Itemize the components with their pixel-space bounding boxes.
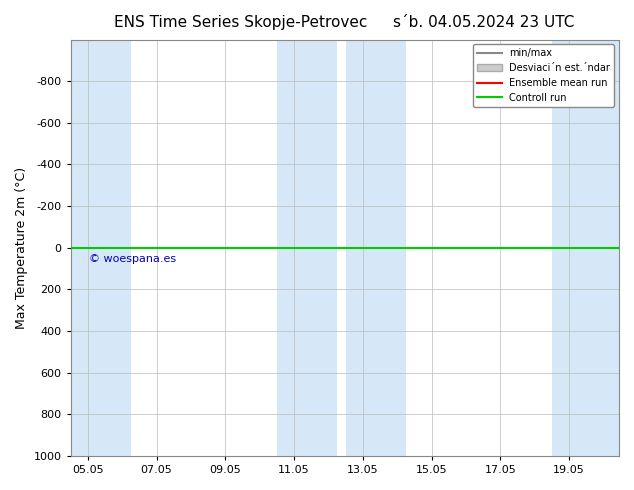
Bar: [346, 40, 406, 456]
Legend: min/max, Desviaci´n est.´ndar, Ensemble mean run, Controll run: min/max, Desviaci´n est.´ndar, Ensemble …: [474, 45, 614, 107]
Y-axis label: Max Temperature 2m (°C): Max Temperature 2m (°C): [15, 167, 28, 329]
Text: ENS Time Series Skopje-Petrovec: ENS Time Series Skopje-Petrovec: [114, 15, 368, 30]
Text: © woespana.es: © woespana.es: [89, 254, 177, 264]
Bar: [70, 40, 131, 456]
Bar: [552, 40, 619, 456]
Bar: [277, 40, 337, 456]
Text: s´b. 04.05.2024 23 UTC: s´b. 04.05.2024 23 UTC: [393, 15, 574, 30]
